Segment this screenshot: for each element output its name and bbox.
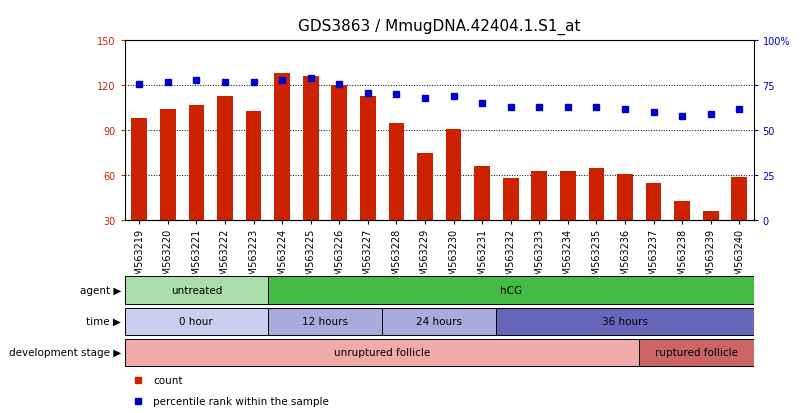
Bar [125,308,268,335]
Bar [268,308,382,335]
Text: percentile rank within the sample: percentile rank within the sample [153,396,329,406]
Bar [474,167,490,221]
Bar [646,183,662,221]
Bar [274,74,290,221]
Bar [160,110,176,221]
Bar [639,339,754,366]
Text: untreated: untreated [171,285,222,295]
Bar [503,179,518,221]
Bar [560,171,575,221]
Bar [675,202,690,221]
Bar [732,178,747,221]
Bar [418,154,433,221]
Bar [703,212,719,221]
Bar [303,77,318,221]
Text: unruptured follicle: unruptured follicle [334,347,430,357]
Bar [125,339,639,366]
Text: ruptured follicle: ruptured follicle [655,347,738,357]
Bar [189,106,204,221]
Bar [246,112,261,221]
Bar [388,123,405,221]
Bar [217,97,233,221]
Bar [131,119,147,221]
Text: agent ▶: agent ▶ [80,285,121,295]
Bar [496,308,754,335]
Text: count: count [153,375,183,385]
Bar [125,277,268,304]
Text: GDS3863 / MmugDNA.42404.1.S1_at: GDS3863 / MmugDNA.42404.1.S1_at [298,19,580,35]
Text: 24 hours: 24 hours [416,316,463,326]
Text: time ▶: time ▶ [86,316,121,326]
Bar [617,175,633,221]
Text: development stage ▶: development stage ▶ [9,347,121,357]
Bar [360,97,376,221]
Text: hCG: hCG [500,285,521,295]
Bar [588,169,604,221]
Text: 12 hours: 12 hours [302,316,348,326]
Text: 0 hour: 0 hour [180,316,214,326]
Bar [446,130,461,221]
Bar [531,171,547,221]
Text: 36 hours: 36 hours [602,316,648,326]
Bar [382,308,496,335]
Bar [331,86,347,221]
Bar [268,277,754,304]
